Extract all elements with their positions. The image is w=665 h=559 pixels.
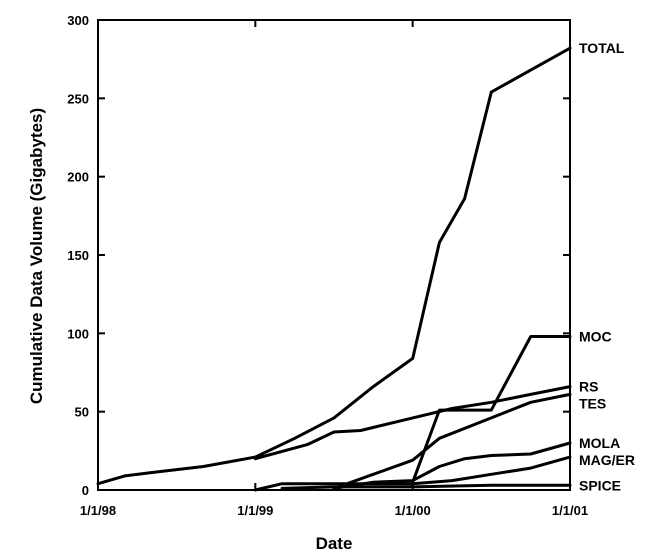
x-axis-title: Date [316, 534, 353, 553]
y-axis-title: Cumulative Data Volume (Gigabytes) [27, 108, 46, 404]
series-label-rs: RS [579, 379, 598, 395]
series-label-spice: SPICE [579, 477, 621, 493]
y-tick-label: 300 [67, 13, 89, 28]
series-line-spice [280, 483, 572, 490]
y-tick-label: 0 [82, 483, 89, 498]
series-line-mola [332, 441, 572, 490]
x-tick-label: 1/1/98 [80, 503, 116, 518]
y-tick-label: 100 [67, 326, 89, 341]
x-tick-label: 1/1/99 [237, 503, 273, 518]
x-tick-label: 1/1/00 [395, 503, 431, 518]
series-line-mag-er [253, 455, 572, 492]
series-label-total: TOTAL [579, 40, 625, 56]
y-tick-label: 150 [67, 248, 89, 263]
series-lines [96, 46, 572, 492]
series-label-tes: TES [579, 396, 606, 412]
x-tick-label: 1/1/01 [552, 503, 588, 518]
series-line-moc [411, 335, 572, 484]
series-label-mag-er: MAG/ER [579, 452, 635, 468]
y-axis-tick-labels: 0 50 100 150 200 250 300 [67, 13, 89, 498]
x-axis-tick-labels: 1/1/98 1/1/99 1/1/00 1/1/01 [80, 503, 588, 518]
y-tick-label: 50 [75, 405, 89, 420]
series-line-total [96, 46, 572, 486]
y-tick-label: 250 [67, 91, 89, 106]
series-label-mola: MOLA [579, 435, 620, 451]
series-line-tes [332, 392, 572, 490]
y-tick-label: 200 [67, 170, 89, 185]
series-label-moc: MOC [579, 328, 612, 344]
series-line-rs [253, 385, 572, 461]
